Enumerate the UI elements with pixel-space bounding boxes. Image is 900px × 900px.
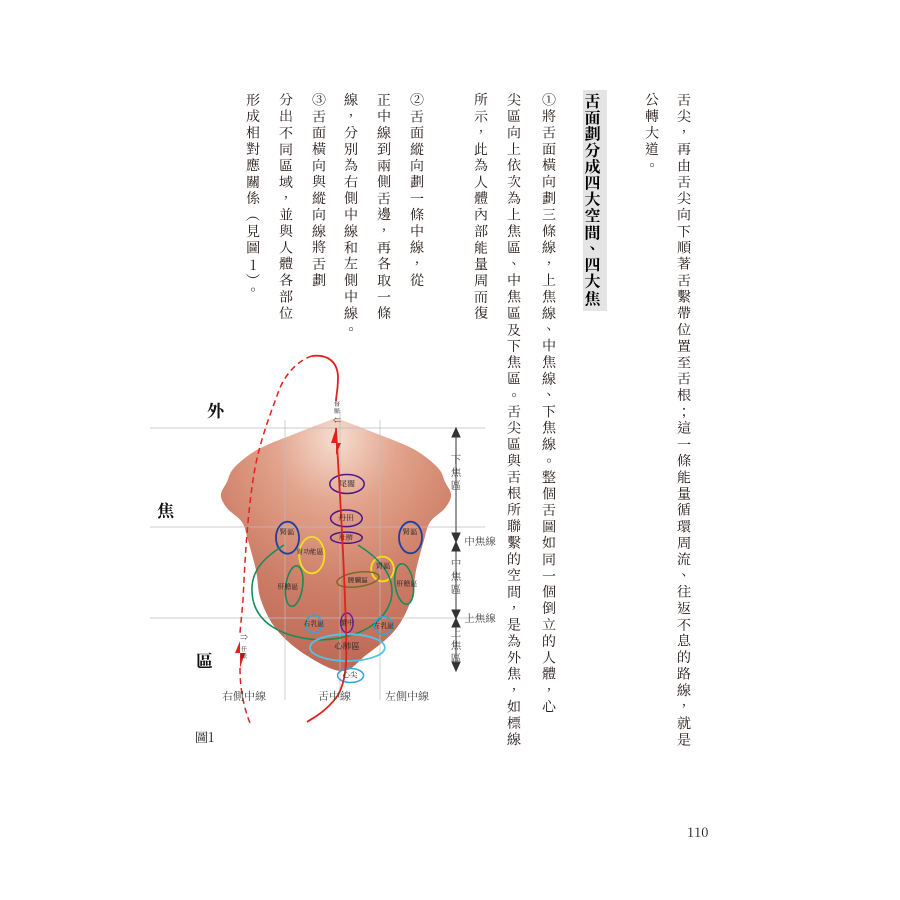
svg-text:脈: 脈 (241, 651, 247, 660)
svg-text:左乳區: 左乳區 (374, 621, 395, 631)
svg-text:⇐: ⇐ (333, 415, 341, 426)
svg-text:肚臍: 肚臍 (339, 533, 353, 543)
svg-text:上焦線: 上焦線 (464, 611, 496, 626)
svg-text:尾閣: 尾閣 (339, 479, 355, 490)
svg-text:心尖: 心尖 (343, 670, 358, 681)
svg-text:腰臟區: 腰臟區 (348, 575, 369, 585)
svg-text:胃區: 胃區 (376, 561, 391, 572)
svg-text:心肺區: 心肺區 (334, 640, 360, 652)
svg-text:肝膽區: 肝膽區 (278, 582, 299, 592)
svg-text:區: 區 (451, 651, 462, 666)
svg-text:肝膽區: 肝膽區 (397, 579, 418, 589)
svg-text:腎區: 腎區 (280, 527, 295, 538)
svg-text:⇒: ⇒ (240, 632, 248, 643)
svg-text:區: 區 (451, 478, 462, 493)
svg-text:中焦線: 中焦線 (464, 534, 496, 549)
svg-text:胃功能區: 胃功能區 (296, 546, 323, 556)
svg-text:丹田: 丹田 (338, 513, 354, 524)
svg-text:右乳區: 右乳區 (304, 619, 325, 629)
svg-text:區: 區 (451, 582, 462, 597)
svg-text:膻中: 膻中 (340, 618, 354, 628)
svg-text:脈: 脈 (334, 406, 340, 415)
svg-text:腎區: 腎區 (403, 527, 418, 538)
